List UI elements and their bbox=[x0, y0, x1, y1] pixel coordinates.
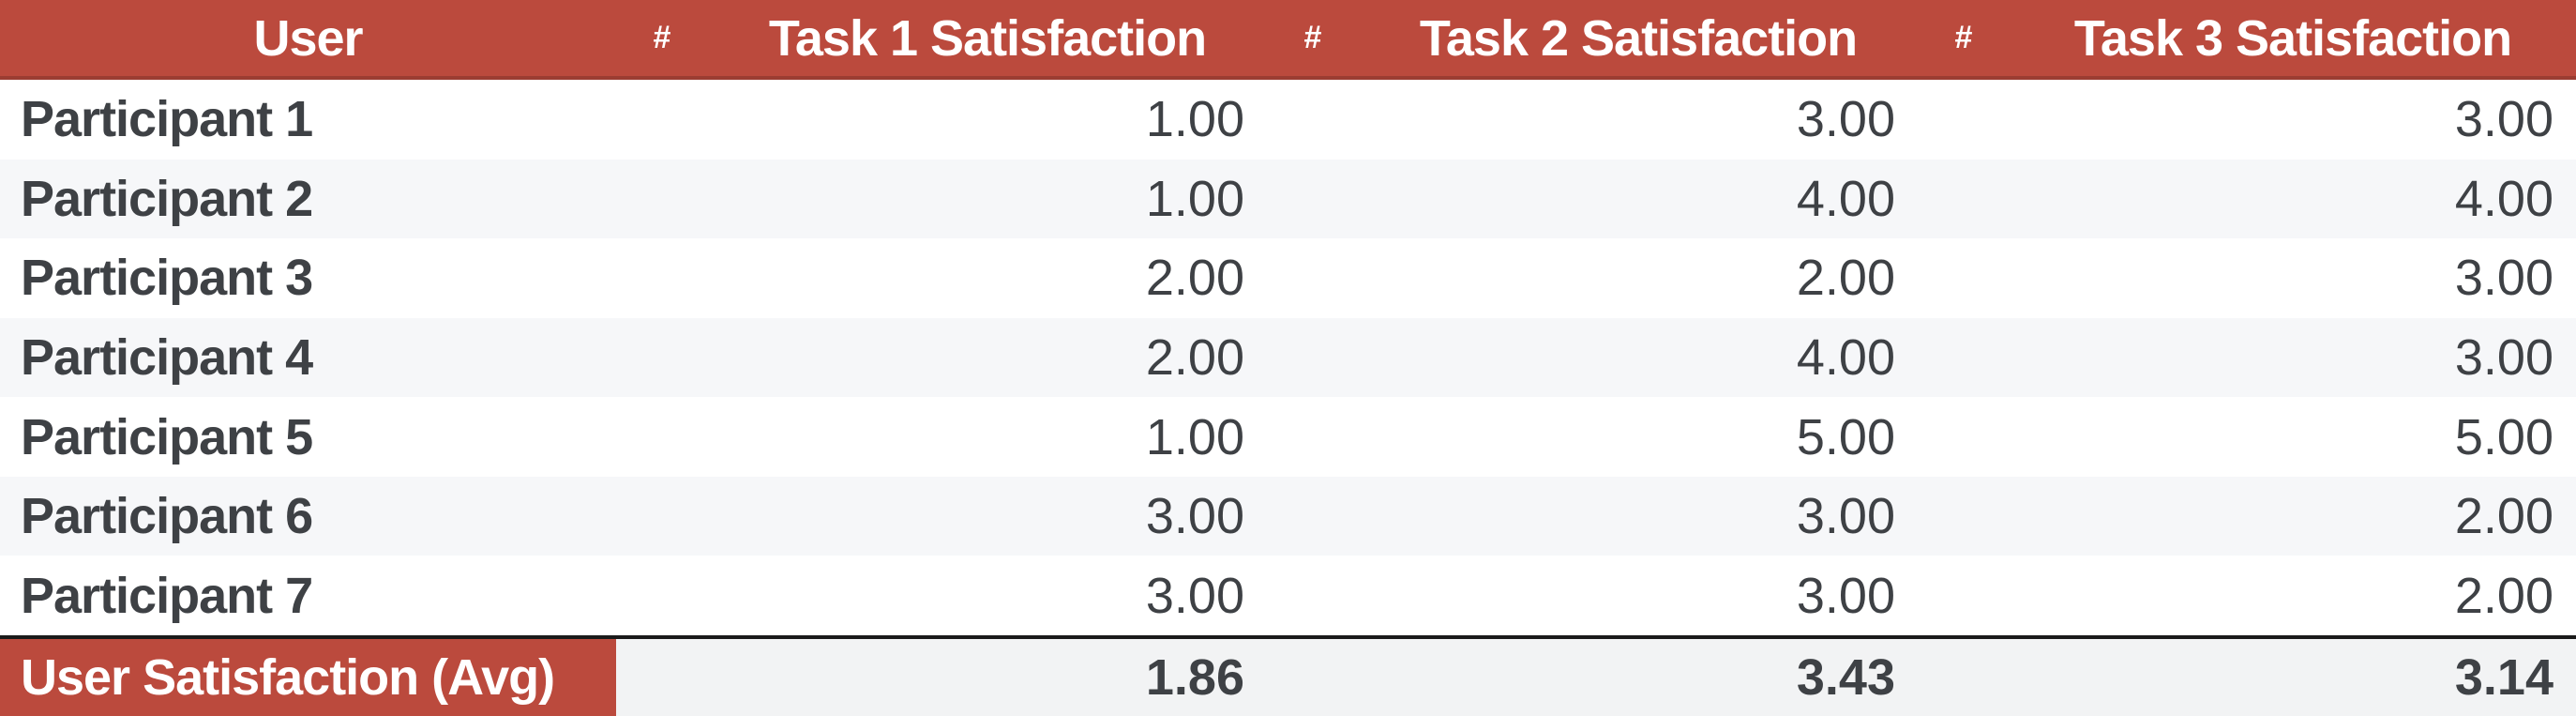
table-row-participant-5: Participant 5 1.00 5.00 5.00 bbox=[0, 397, 2576, 477]
task3-value-cell: 5.00 bbox=[2454, 408, 2553, 465]
task1-value-cell: 1.00 bbox=[1145, 170, 1244, 227]
spacer-cell bbox=[616, 639, 708, 716]
header-task2: Task 2 Satisfaction bbox=[1419, 9, 1858, 67]
spacer-cell bbox=[1267, 160, 1359, 239]
task3-average-cell: 3.14 bbox=[2454, 649, 2553, 707]
task1-value-cell: 1.00 bbox=[1145, 91, 1244, 148]
task1-value-cell: 2.00 bbox=[1145, 250, 1244, 307]
spacer-cell bbox=[1267, 639, 1359, 716]
spacer-cell bbox=[1267, 556, 1359, 635]
spacer-cell bbox=[1267, 238, 1359, 318]
spacer-cell bbox=[616, 397, 708, 477]
user-cell: Participant 2 bbox=[21, 170, 313, 227]
task3-value-cell: 3.00 bbox=[2454, 250, 2553, 307]
spacer-cell bbox=[1918, 477, 2010, 556]
spacer-cell bbox=[1918, 160, 2010, 239]
spacer-cell bbox=[616, 477, 708, 556]
task2-value-cell: 5.00 bbox=[1796, 408, 1895, 465]
spacer-cell bbox=[616, 318, 708, 398]
spacer-cell bbox=[1918, 80, 2010, 160]
header-user: User bbox=[253, 9, 363, 67]
header-hash-3: # bbox=[1954, 20, 1973, 55]
task1-value-cell: 2.00 bbox=[1145, 329, 1244, 387]
header-task3: Task 3 Satisfaction bbox=[2073, 9, 2512, 67]
task1-value-cell: 3.00 bbox=[1145, 488, 1244, 545]
spacer-cell bbox=[1267, 80, 1359, 160]
table-row-participant-2: Participant 2 1.00 4.00 4.00 bbox=[0, 159, 2576, 239]
header-hash-1: # bbox=[653, 20, 671, 55]
user-cell: Participant 1 bbox=[21, 91, 313, 148]
user-cell: Participant 5 bbox=[21, 408, 313, 465]
task3-value-cell: 3.00 bbox=[2454, 91, 2553, 148]
spacer-cell bbox=[1918, 238, 2010, 318]
spacer-cell bbox=[616, 556, 708, 635]
task1-value-cell: 1.00 bbox=[1145, 408, 1244, 465]
task2-value-cell: 4.00 bbox=[1796, 329, 1895, 387]
spacer-cell bbox=[616, 80, 708, 160]
task2-value-cell: 3.00 bbox=[1796, 567, 1895, 624]
spacer-cell bbox=[616, 238, 708, 318]
spacer-cell bbox=[1267, 318, 1359, 398]
table-row-participant-1: Participant 1 1.00 3.00 3.00 bbox=[0, 80, 2576, 160]
task3-value-cell: 3.00 bbox=[2454, 329, 2553, 387]
task3-value-cell: 4.00 bbox=[2454, 170, 2553, 227]
task2-value-cell: 3.00 bbox=[1796, 488, 1895, 545]
header-row: User # Task 1 Satisfaction # Task 2 Sati… bbox=[0, 0, 2576, 80]
task2-value-cell: 3.00 bbox=[1796, 91, 1895, 148]
table-row-participant-6: Participant 6 3.00 3.00 2.00 bbox=[0, 476, 2576, 556]
spacer-cell bbox=[1918, 639, 2010, 716]
footer-label: User Satisfaction (Avg) bbox=[0, 639, 616, 716]
user-cell: Participant 6 bbox=[21, 488, 313, 545]
user-cell: Participant 3 bbox=[21, 250, 313, 307]
spacer-cell bbox=[1918, 318, 2010, 398]
spacer-cell bbox=[1267, 477, 1359, 556]
spacer-cell bbox=[1918, 397, 2010, 477]
user-cell: Participant 4 bbox=[21, 329, 313, 387]
task2-average-cell: 3.43 bbox=[1796, 649, 1895, 707]
spacer-cell bbox=[616, 160, 708, 239]
task3-value-cell: 2.00 bbox=[2454, 567, 2553, 624]
task2-value-cell: 2.00 bbox=[1796, 250, 1895, 307]
task2-value-cell: 4.00 bbox=[1796, 170, 1895, 227]
header-hash-2: # bbox=[1303, 20, 1322, 55]
header-task1: Task 1 Satisfaction bbox=[768, 9, 1207, 67]
user-cell: Participant 7 bbox=[21, 567, 313, 624]
footer-row-averages: User Satisfaction (Avg) 1.86 3.43 3.14 bbox=[0, 635, 2576, 716]
task1-average-cell: 1.86 bbox=[1145, 649, 1244, 707]
task3-value-cell: 2.00 bbox=[2454, 488, 2553, 545]
table-row-participant-7: Participant 7 3.00 3.00 2.00 bbox=[0, 556, 2576, 636]
spacer-cell bbox=[1267, 397, 1359, 477]
task1-value-cell: 3.00 bbox=[1145, 567, 1244, 624]
table-row-participant-3: Participant 3 2.00 2.00 3.00 bbox=[0, 238, 2576, 318]
table-row-participant-4: Participant 4 2.00 4.00 3.00 bbox=[0, 317, 2576, 398]
spacer-cell bbox=[1918, 556, 2010, 635]
